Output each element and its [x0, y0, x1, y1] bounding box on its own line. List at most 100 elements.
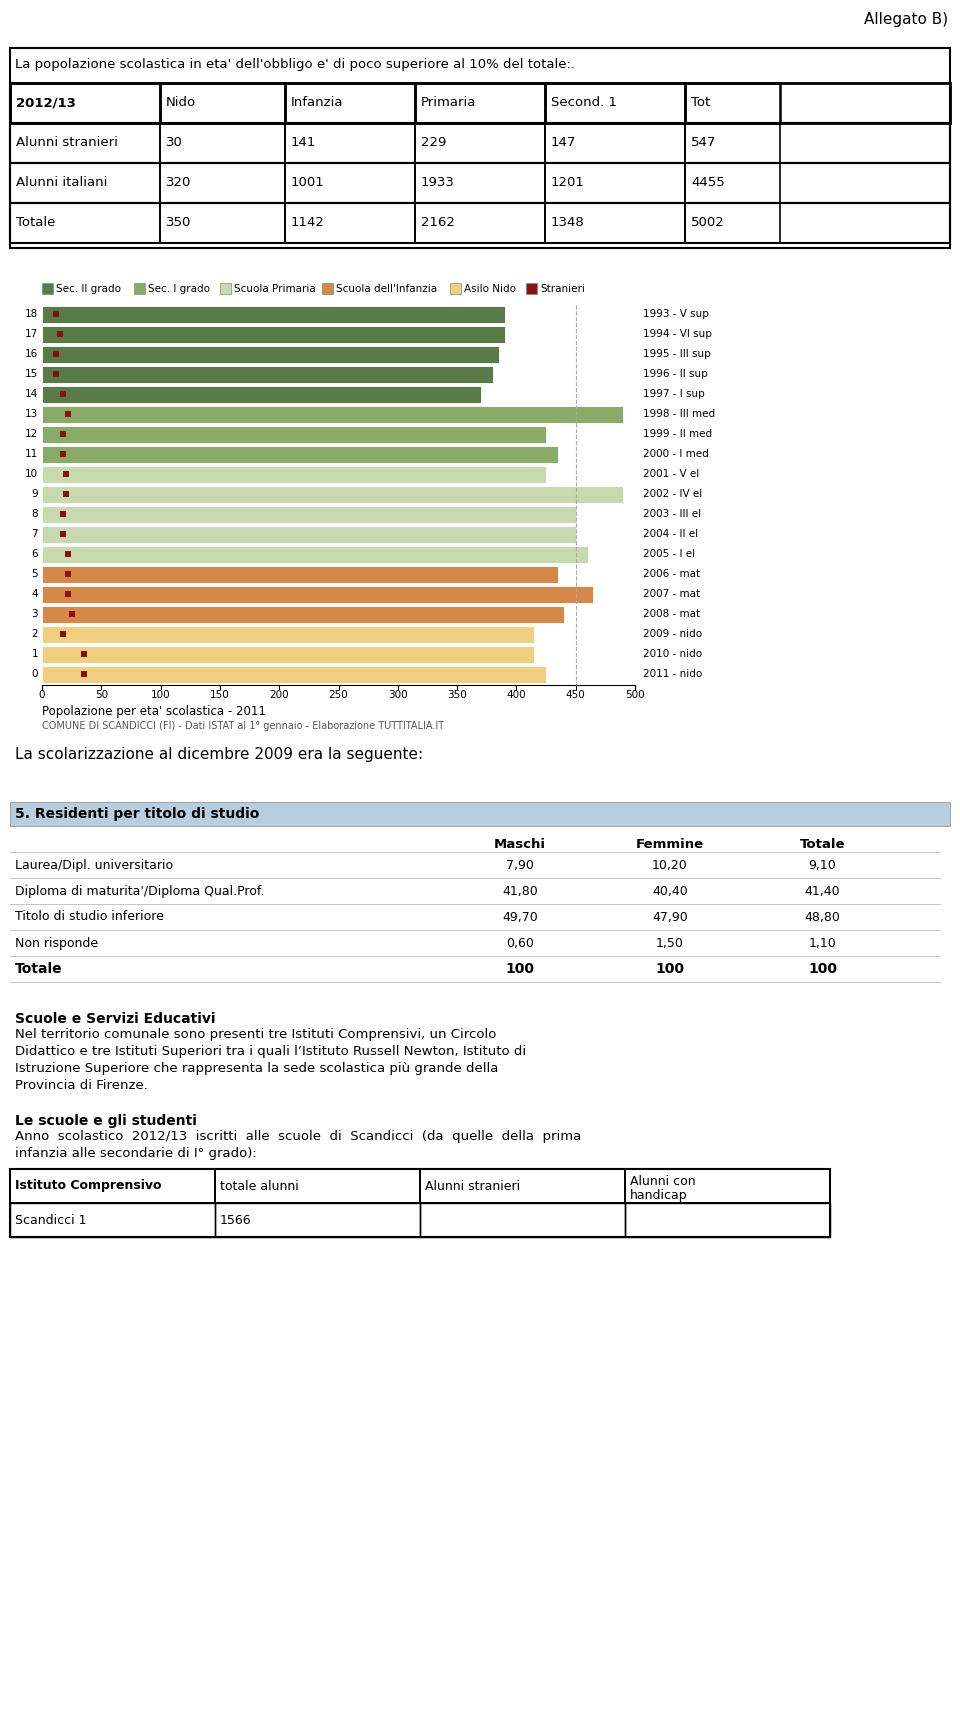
Text: 100: 100 — [506, 962, 535, 976]
Text: totale alunni: totale alunni — [220, 1179, 299, 1193]
Bar — [42, 465, 546, 482]
Text: Asilo Nido: Asilo Nido — [464, 284, 516, 294]
Text: La popolazione scolastica in eta' dell'obbligo e' di poco superiore al 10% del t: La popolazione scolastica in eta' dell'o… — [15, 58, 575, 72]
Text: 1,10: 1,10 — [808, 937, 836, 950]
Text: infanzia alle secondarie di I° grado):: infanzia alle secondarie di I° grado): — [15, 1147, 256, 1160]
Bar — [42, 545, 588, 562]
Text: 2012/13: 2012/13 — [16, 96, 76, 109]
Text: 1933: 1933 — [421, 176, 455, 190]
Text: COMUNE DI SCANDICCI (FI) - Dati ISTAT al 1° gennaio - Elaborazione TUTTITALIA.IT: COMUNE DI SCANDICCI (FI) - Dati ISTAT al… — [42, 721, 444, 731]
Text: La scolarizzazione al dicembre 2009 era la seguente:: La scolarizzazione al dicembre 2009 era … — [15, 747, 423, 762]
Text: Nido: Nido — [166, 96, 196, 109]
Bar — [65, 571, 71, 578]
Bar — [685, 162, 780, 203]
Text: 400: 400 — [507, 690, 526, 701]
Bar — [160, 162, 285, 203]
Bar — [42, 625, 534, 643]
Text: Titolo di studio inferiore: Titolo di studio inferiore — [15, 911, 164, 923]
Text: 1995 - III sup: 1995 - III sup — [643, 349, 710, 359]
Text: 12: 12 — [25, 429, 38, 439]
Bar — [62, 490, 69, 497]
Text: 2009 - nido: 2009 - nido — [643, 629, 702, 639]
Bar — [10, 48, 950, 248]
Bar — [285, 162, 415, 203]
Bar — [10, 84, 950, 123]
Text: 6: 6 — [32, 549, 38, 559]
Text: 49,70: 49,70 — [502, 911, 538, 923]
Text: 3: 3 — [32, 608, 38, 619]
Bar — [10, 123, 160, 162]
Text: 2002 - IV el: 2002 - IV el — [643, 489, 703, 499]
Bar — [420, 1169, 625, 1203]
Bar — [42, 446, 558, 463]
Bar — [10, 162, 950, 203]
Text: 1999 - II med: 1999 - II med — [643, 429, 712, 439]
Bar — [10, 1169, 830, 1237]
Bar — [60, 431, 66, 438]
Bar — [285, 123, 415, 162]
Text: 2162: 2162 — [421, 217, 455, 229]
Text: Alunni italiani: Alunni italiani — [16, 176, 108, 190]
Bar — [62, 472, 69, 477]
Bar — [42, 586, 593, 603]
Text: 320: 320 — [166, 176, 191, 190]
Text: 2: 2 — [32, 629, 38, 639]
Text: 5002: 5002 — [691, 217, 725, 229]
Text: 150: 150 — [210, 690, 229, 701]
Text: 0,60: 0,60 — [506, 937, 534, 950]
Text: 1001: 1001 — [291, 176, 324, 190]
Bar — [545, 84, 685, 123]
Text: Totale: Totale — [16, 217, 56, 229]
Text: 11: 11 — [25, 449, 38, 460]
Text: 2000 - I med: 2000 - I med — [643, 449, 708, 460]
Bar — [10, 203, 160, 243]
Text: 1993 - V sup: 1993 - V sup — [643, 309, 708, 320]
Bar — [450, 284, 461, 294]
Bar — [42, 605, 564, 622]
Text: 18: 18 — [25, 309, 38, 320]
Bar — [42, 345, 498, 362]
Bar — [415, 84, 545, 123]
Text: 1996 - II sup: 1996 - II sup — [643, 369, 708, 379]
Text: Didattico e tre Istituti Superiori tra i quali l’Istituto Russell Newton, Istitu: Didattico e tre Istituti Superiori tra i… — [15, 1044, 526, 1058]
Bar — [60, 451, 66, 456]
Bar — [10, 203, 950, 243]
Text: 1998 - III med: 1998 - III med — [643, 408, 715, 419]
Text: 10: 10 — [25, 468, 38, 479]
Text: 7,90: 7,90 — [506, 858, 534, 872]
Bar — [160, 84, 285, 123]
Text: 1566: 1566 — [220, 1213, 252, 1227]
Text: 100: 100 — [808, 962, 837, 976]
Bar — [42, 426, 546, 443]
Text: Le scuole e gli studenti: Le scuole e gli studenti — [15, 1114, 197, 1128]
Bar — [42, 646, 534, 663]
Text: 250: 250 — [328, 690, 348, 701]
Text: 100: 100 — [656, 962, 684, 976]
Bar — [625, 1169, 830, 1203]
Bar — [285, 84, 415, 123]
Bar — [545, 162, 685, 203]
Text: 2008 - mat: 2008 - mat — [643, 608, 700, 619]
Text: Diploma di maturita'/Diploma Qual.Prof.: Diploma di maturita'/Diploma Qual.Prof. — [15, 885, 265, 897]
Bar — [60, 631, 66, 637]
Text: 450: 450 — [565, 690, 586, 701]
Text: 1,50: 1,50 — [656, 937, 684, 950]
Text: 1994 - VI sup: 1994 - VI sup — [643, 330, 712, 338]
Text: 500: 500 — [625, 690, 645, 701]
Bar — [285, 203, 415, 243]
Bar — [625, 1203, 830, 1237]
Text: Allegato B): Allegato B) — [864, 12, 948, 27]
Bar — [160, 123, 285, 162]
Bar — [53, 371, 60, 378]
Text: Anno  scolastico  2012/13  iscritti  alle  scuole  di  Scandicci  (da  quelle  d: Anno scolastico 2012/13 iscritti alle sc… — [15, 1130, 581, 1143]
Bar — [42, 325, 505, 342]
Text: 1201: 1201 — [551, 176, 585, 190]
Text: 50: 50 — [95, 690, 108, 701]
Text: 2001 - V el: 2001 - V el — [643, 468, 699, 479]
Bar — [322, 284, 333, 294]
Text: Femmine: Femmine — [636, 837, 704, 851]
Text: 350: 350 — [447, 690, 467, 701]
Bar — [53, 350, 60, 357]
Text: 0: 0 — [32, 668, 38, 678]
Text: 15: 15 — [25, 369, 38, 379]
